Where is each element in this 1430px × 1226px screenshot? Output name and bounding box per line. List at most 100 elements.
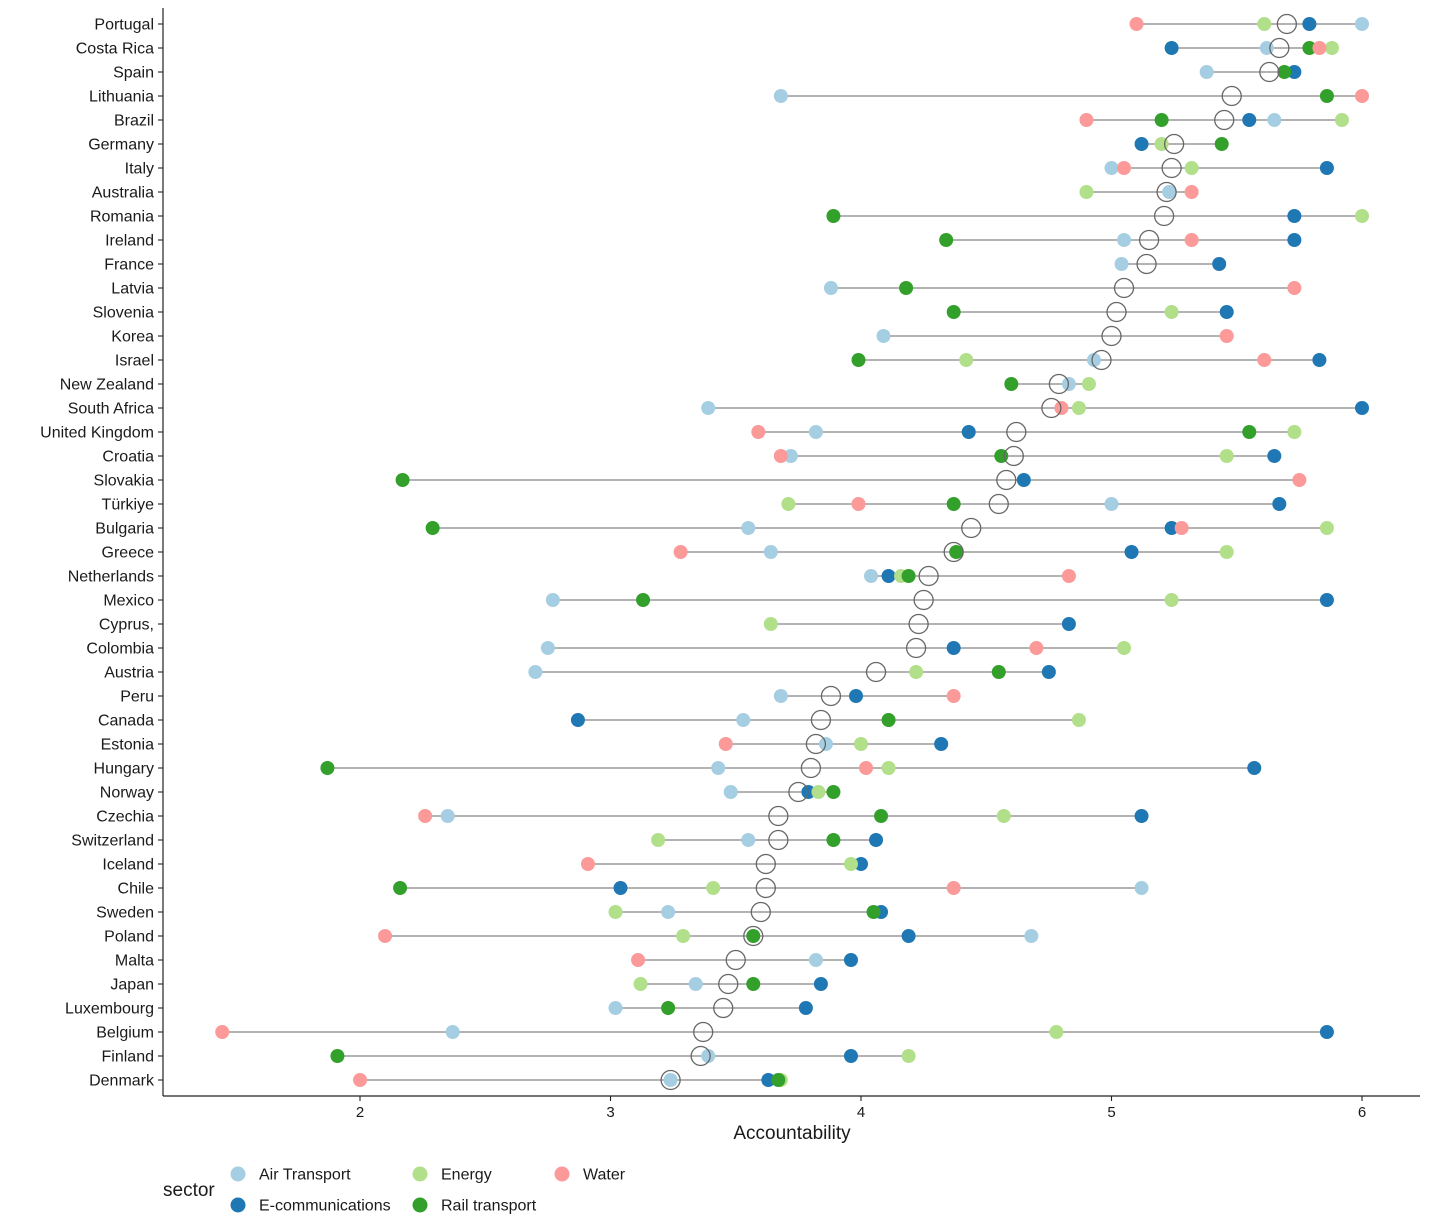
- mean-marker: [693, 1021, 714, 1043]
- data-point-air: [711, 761, 726, 775]
- data-point-energy: [651, 833, 666, 847]
- data-point-rail: [1242, 425, 1257, 439]
- data-point-energy: [1287, 425, 1302, 439]
- data-point-rail: [949, 545, 964, 559]
- mean-marker: [810, 709, 832, 731]
- data-point-energy: [1334, 113, 1349, 127]
- country-label: Spain: [113, 65, 154, 82]
- mean-marker: [1259, 61, 1280, 83]
- country-label: Hungary: [94, 761, 154, 778]
- country-label: Australia: [92, 185, 154, 202]
- data-point-ecom: [1242, 113, 1257, 127]
- data-point-rail: [636, 593, 651, 607]
- data-point-rail: [826, 785, 841, 799]
- country-label: Lithuania: [89, 89, 154, 106]
- mean-marker: [908, 613, 929, 635]
- mean-marker: [988, 493, 1009, 515]
- data-point-energy: [1164, 593, 1179, 607]
- mean-marker: [1214, 109, 1235, 131]
- data-point-rail: [746, 977, 761, 991]
- data-point-rail: [826, 209, 841, 223]
- data-point-energy: [881, 761, 896, 775]
- country-label: South Africa: [68, 401, 154, 418]
- country-label: Malta: [115, 953, 154, 970]
- data-point-energy: [608, 905, 623, 919]
- mean-marker: [1156, 181, 1177, 203]
- data-point-rail: [395, 473, 410, 487]
- data-point-air: [540, 641, 555, 655]
- data-point-water: [1184, 233, 1199, 247]
- data-point-water: [1129, 17, 1144, 31]
- data-point-ecom: [881, 569, 896, 583]
- country-label: Netherlands: [68, 569, 154, 586]
- data-point-air: [1104, 161, 1119, 175]
- country-label: Portugal: [94, 17, 154, 34]
- data-point-air: [608, 1001, 623, 1015]
- mean-marker: [788, 781, 809, 803]
- data-point-ecom: [848, 689, 863, 703]
- data-point-water: [946, 881, 961, 895]
- mean-marker: [800, 757, 822, 779]
- data-point-ecom: [1134, 137, 1149, 151]
- data-point-air: [741, 833, 756, 847]
- data-point-air: [1114, 257, 1129, 271]
- mean-marker: [1136, 253, 1157, 275]
- data-point-rail: [1319, 89, 1334, 103]
- x-tick-label: 5: [1107, 1104, 1115, 1121]
- x-tick-label: 4: [857, 1104, 865, 1121]
- country-label: Korea: [111, 329, 154, 346]
- data-point-ecom: [901, 929, 916, 943]
- data-point-ecom: [961, 425, 976, 439]
- mean-marker: [1101, 325, 1122, 347]
- data-point-ecom: [1164, 521, 1179, 535]
- data-point-energy: [1355, 209, 1369, 223]
- country-label: Japan: [110, 977, 154, 994]
- data-point-air: [1086, 353, 1101, 367]
- data-point-ecom: [1312, 353, 1327, 367]
- data-point-ecom: [570, 713, 585, 727]
- data-point-air: [701, 1049, 716, 1063]
- country-label: Switzerland: [71, 833, 154, 850]
- data-point-rail: [1302, 41, 1317, 55]
- country-label: Slovakia: [94, 473, 155, 490]
- mean-marker: [1003, 445, 1024, 467]
- data-point-rail: [939, 233, 954, 247]
- legend-swatch-air: [230, 1166, 246, 1182]
- data-point-ecom: [1016, 473, 1031, 487]
- data-point-air: [773, 89, 788, 103]
- data-point-rail: [1277, 65, 1292, 79]
- data-point-air: [445, 1025, 460, 1039]
- country-label: Germany: [88, 137, 154, 154]
- data-point-water: [673, 545, 688, 559]
- country-label: Canada: [98, 713, 154, 730]
- data-point-water: [851, 497, 866, 511]
- data-point-ecom: [1212, 257, 1227, 271]
- data-point-water: [1061, 569, 1076, 583]
- x-axis-title: Accountability: [733, 1123, 851, 1144]
- mean-marker: [768, 805, 789, 827]
- data-point-ecom: [1219, 305, 1234, 319]
- country-label: Czechia: [96, 809, 154, 826]
- data-point-air: [876, 329, 891, 343]
- data-point-ecom: [813, 977, 828, 991]
- data-point-rail: [881, 713, 896, 727]
- legend-title: sector: [163, 1180, 215, 1201]
- data-point-ecom: [1267, 449, 1282, 463]
- data-point-ecom: [934, 737, 949, 751]
- country-label: Cyprus,: [99, 617, 154, 634]
- data-point-ecom: [854, 857, 868, 871]
- legend-label-energy: Energy: [441, 1167, 492, 1184]
- data-point-water: [215, 1025, 230, 1039]
- data-point-rail: [1214, 137, 1229, 151]
- data-point-energy: [1049, 1025, 1064, 1039]
- data-point-water: [631, 953, 646, 967]
- country-label: Chile: [118, 881, 155, 898]
- data-point-air: [440, 809, 455, 823]
- data-point-ecom: [946, 641, 961, 655]
- country-label: Sweden: [96, 905, 154, 922]
- data-point-energy: [1257, 17, 1272, 31]
- country-label: Iceland: [102, 857, 154, 874]
- legend-label-water: Water: [583, 1167, 626, 1184]
- data-point-energy: [1081, 377, 1096, 391]
- country-label: Bulgaria: [95, 521, 154, 538]
